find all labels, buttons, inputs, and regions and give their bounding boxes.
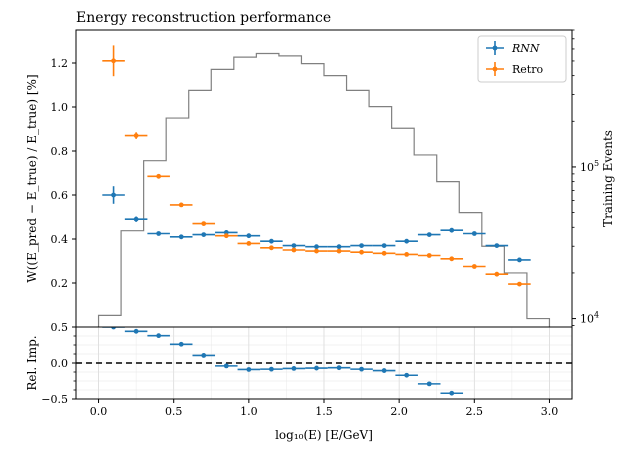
- data-point: [133, 133, 139, 139]
- data-point: [471, 264, 477, 269]
- data-point: [449, 227, 455, 233]
- rel-imp-point: [449, 390, 455, 396]
- right-y-tick-label: 105: [580, 159, 599, 174]
- data-point: [381, 250, 387, 256]
- rel-imp-point: [291, 366, 297, 371]
- x-tick-label: 1.5: [315, 405, 333, 418]
- data-point: [111, 192, 116, 198]
- data-point: [494, 271, 500, 277]
- data-point: [516, 281, 522, 287]
- data-point: [291, 247, 297, 253]
- data-point: [291, 243, 297, 249]
- top-y-tick-label: 1.0: [51, 101, 69, 114]
- top-y-tick-label: 0.2: [51, 277, 69, 290]
- data-point: [426, 253, 432, 258]
- legend: RNN Retro: [477, 35, 567, 83]
- legend-marker-dot: [492, 66, 498, 72]
- data-point: [336, 244, 342, 250]
- data-point: [359, 243, 364, 249]
- x-tick-label: 2.0: [390, 405, 408, 418]
- data-point: [133, 216, 139, 222]
- rel-imp-point: [178, 341, 184, 347]
- data-point: [178, 202, 184, 208]
- data-point: [223, 233, 229, 239]
- top-y-axis-label: W((E_pred − E_true) / E_true) [%]: [25, 74, 39, 282]
- data-point: [516, 257, 522, 263]
- data-point: [494, 243, 500, 249]
- bottom-y-axis-label: Rel. Imp.: [25, 335, 39, 390]
- series-relative-improvement: [102, 327, 464, 396]
- x-tick-label: 2.5: [466, 405, 484, 418]
- rel-imp-point: [381, 368, 387, 373]
- data-point: [404, 252, 410, 257]
- data-point: [201, 232, 207, 238]
- rel-imp-point: [223, 363, 229, 369]
- rel-imp-point: [133, 328, 139, 334]
- data-point: [449, 256, 455, 262]
- x-tick-label: 3.0: [541, 405, 559, 418]
- rel-imp-point: [156, 333, 162, 339]
- data-point: [404, 238, 410, 244]
- bottom-y-tick-label: −0.5: [41, 393, 68, 406]
- top-y-tick-label: 1.2: [51, 57, 69, 70]
- top-y-tick-label: 0.6: [51, 189, 69, 202]
- x-axis-label: log₁₀(E) [E/GeV]: [275, 428, 373, 442]
- data-point: [381, 243, 387, 249]
- data-point: [201, 221, 207, 227]
- legend-marker-dot: [492, 45, 498, 51]
- legend-label: Retro: [512, 63, 543, 76]
- bottom-y-tick-label: 0.0: [51, 357, 69, 370]
- data-point: [426, 232, 432, 238]
- x-tick-label: 0.0: [90, 405, 108, 418]
- rel-imp-point: [246, 367, 252, 372]
- rel-imp-point: [111, 327, 116, 330]
- data-point: [111, 58, 116, 64]
- data-point: [336, 248, 342, 254]
- series-rnn: [102, 186, 531, 263]
- data-point: [156, 231, 162, 236]
- training-events-histogram: [97, 52, 551, 327]
- rel-imp-point: [426, 381, 432, 387]
- x-tick-label: 1.0: [240, 405, 258, 418]
- data-point: [359, 249, 364, 255]
- data-point: [471, 231, 477, 236]
- data-point: [246, 241, 252, 246]
- rel-imp-point: [201, 353, 207, 358]
- legend-label: RNN: [511, 42, 540, 55]
- data-point: [178, 234, 184, 240]
- data-point: [268, 245, 274, 251]
- rel-imp-point: [404, 372, 410, 378]
- data-point: [268, 238, 274, 244]
- data-point: [156, 173, 162, 179]
- data-point: [314, 244, 319, 250]
- data-point: [223, 230, 229, 235]
- rel-imp-point: [359, 366, 364, 372]
- rel-imp-point: [314, 365, 319, 371]
- data-point: [314, 248, 319, 254]
- top-y-tick-label: 0.4: [51, 233, 69, 246]
- right-y-axis-label: Training Events: [601, 130, 615, 227]
- top-y-tick-label: 0.8: [51, 145, 69, 158]
- rel-imp-point: [268, 366, 274, 372]
- series-retro: [102, 45, 531, 287]
- data-point: [246, 233, 252, 239]
- right-y-tick-label: 104: [580, 311, 599, 326]
- bottom-y-tick-label: 0.5: [51, 321, 69, 334]
- chart-title: Energy reconstruction performance: [76, 10, 331, 26]
- x-tick-label: 0.5: [165, 405, 183, 418]
- rel-imp-point: [336, 365, 342, 371]
